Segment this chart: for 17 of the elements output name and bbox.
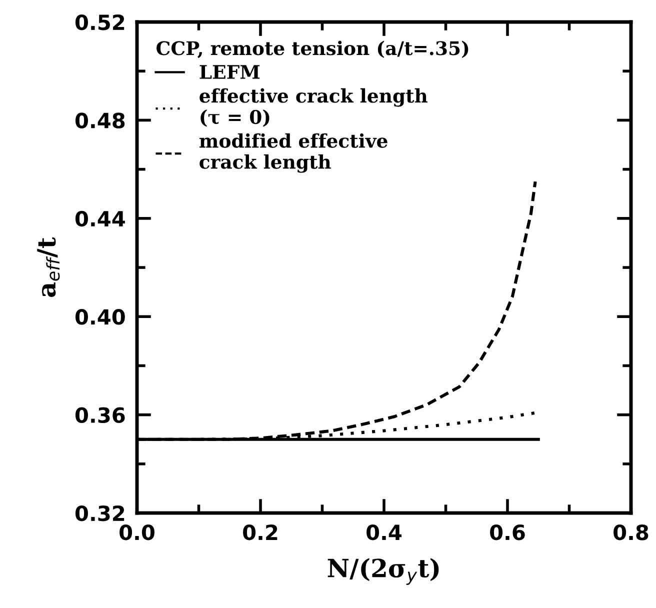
y-tick-label: 0.36 (75, 407, 125, 424)
y-tick-label: 0.32 (75, 505, 124, 522)
legend-label: modified effective crack length (200, 133, 388, 173)
legend-label: LEFM (200, 65, 260, 79)
x-tick-label: 0.2 (243, 524, 278, 540)
y-axis-title: a$_{eff}$/t (37, 237, 60, 297)
x-tick-label: 0.8 (614, 524, 648, 540)
x-tick-label: 0.6 (490, 524, 525, 540)
y-tick-label: 0.44 (75, 210, 125, 227)
legend-title: CCP, remote tension (a/t=.35) (156, 40, 468, 58)
y-tick-label: 0.52 (75, 14, 124, 30)
x-axis-title: N/(2σ$_{y}$t) (328, 558, 439, 585)
x-tick-label: 0.0 (120, 524, 154, 540)
x-tick-label: 0.4 (366, 524, 402, 540)
y-tick-label: 0.40 (75, 309, 125, 325)
y-tick-label: 0.48 (75, 112, 125, 128)
legend-label: effective crack length (τ = 0) (200, 88, 428, 127)
